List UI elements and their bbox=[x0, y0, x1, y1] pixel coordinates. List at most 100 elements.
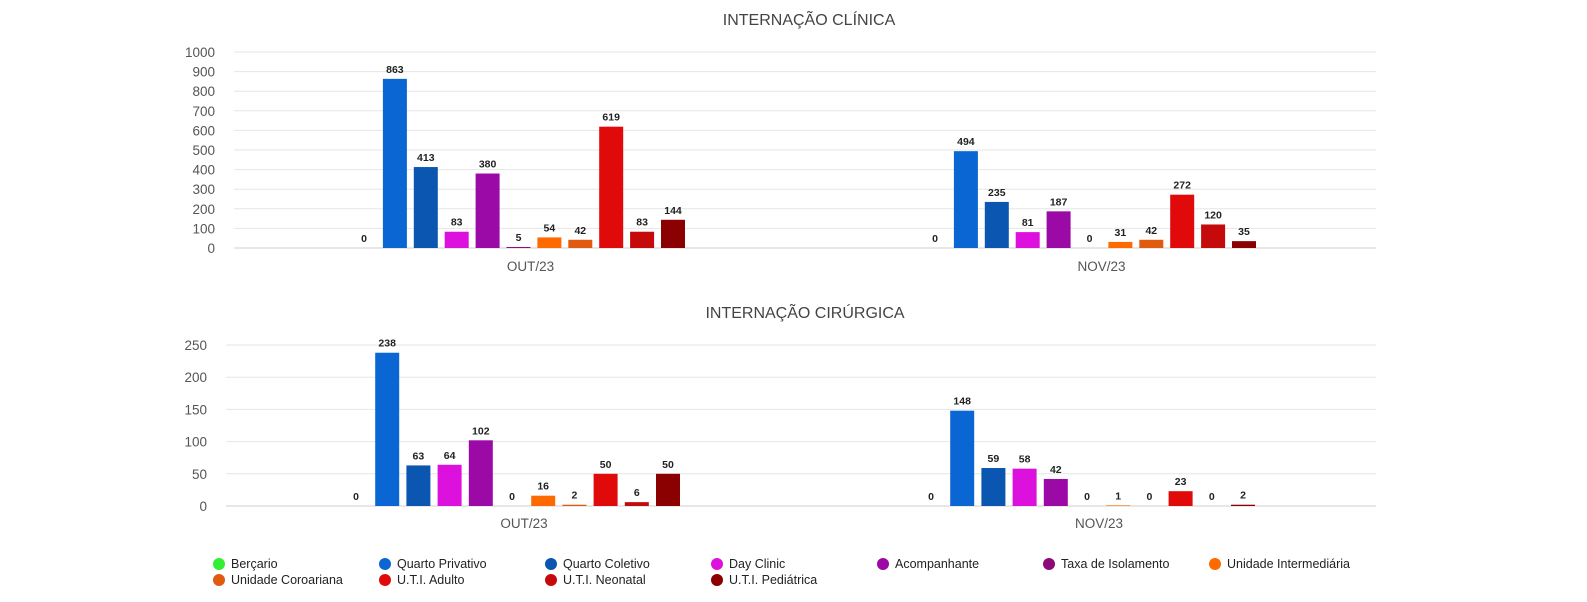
chart2-title: INTERNAÇÃO CIRÚRGICA bbox=[705, 302, 904, 322]
chart2-data-label-nov-23-unidade-intermediaria: 1 bbox=[1115, 490, 1121, 502]
chart1-bar-out-23-quarto-privativo bbox=[382, 78, 407, 249]
chart1-bar-nov-23-u-t-i-pediatrica bbox=[1232, 241, 1256, 248]
chart2-data-label-nov-23-acompanhante: 42 bbox=[1050, 464, 1062, 476]
chart1-data-label-out-23-u-t-i-neonatal: 83 bbox=[636, 217, 648, 229]
chart1-bar-out-23-unidade-intermediaria bbox=[537, 237, 562, 248]
chart1-bar-nov-23-unidade-intermediaria bbox=[1108, 241, 1133, 248]
chart1-bar-out-23-acompanhante bbox=[475, 173, 500, 248]
chart1-y-tick-label: 0 bbox=[207, 241, 215, 256]
legend-label: U.T.I. Adulto bbox=[397, 573, 465, 587]
legend-item-u-t-i-pediatrica[interactable]: U.T.I. Pediátrica bbox=[711, 572, 877, 588]
chart1-bar-out-23-unidade-coroariana bbox=[568, 239, 593, 248]
chart1-data-label-out-23-unidade-intermediaria: 54 bbox=[544, 222, 556, 234]
chart1-y-tick-label: 300 bbox=[192, 182, 215, 197]
chart1-data-label-out-23-quarto-privativo: 863 bbox=[386, 64, 404, 76]
legend-swatch bbox=[1043, 558, 1055, 570]
legend-item-u-t-i-adulto[interactable]: U.T.I. Adulto bbox=[379, 572, 545, 588]
chart2-y-tick-label: 50 bbox=[192, 467, 207, 482]
chart2-bar-out-23-u-t-i-pediatrica bbox=[656, 473, 680, 506]
chart1-y-tick-label: 400 bbox=[192, 163, 215, 178]
chart1-bar-out-23-quarto-coletivo bbox=[413, 167, 438, 248]
chart1-data-label-nov-23-unidade-intermediaria: 31 bbox=[1115, 227, 1127, 239]
legend-item-acompanhante[interactable]: Acompanhante bbox=[877, 556, 1043, 572]
legend-item-day-clinic[interactable]: Day Clinic bbox=[711, 556, 877, 572]
chart1-y-tick-label: 700 bbox=[192, 104, 215, 119]
chart2-data-label-nov-23-u-t-i-neonatal: 0 bbox=[1209, 491, 1215, 503]
chart1-x-tick-label: OUT/23 bbox=[507, 259, 554, 274]
legend-item-quarto-coletivo[interactable]: Quarto Coletivo bbox=[545, 556, 711, 572]
chart1-bar-nov-23-quarto-privativo bbox=[953, 151, 978, 248]
chart2-data-label-out-23-bercario: 0 bbox=[353, 491, 359, 503]
chart1-data-label-out-23-bercario: 0 bbox=[361, 233, 367, 245]
legend-label: Unidade Coroariana bbox=[231, 573, 343, 587]
chart1-data-label-nov-23-taxa-de-isolamento: 0 bbox=[1087, 233, 1093, 245]
legend-label: Quarto Coletivo bbox=[563, 557, 650, 571]
chart1-data-label-out-23-quarto-coletivo: 413 bbox=[417, 152, 435, 164]
chart2-data-label-nov-23-taxa-de-isolamento: 0 bbox=[1084, 491, 1090, 503]
legend-item-unidade-coroariana[interactable]: Unidade Coroariana bbox=[213, 572, 379, 588]
legend-item-bercario[interactable]: Berçario bbox=[213, 556, 379, 572]
legend-label: Acompanhante bbox=[895, 557, 980, 571]
chart1-data-label-nov-23-u-t-i-neonatal: 120 bbox=[1204, 209, 1222, 221]
chart1-title: INTERNAÇÃO CLÍNICA bbox=[723, 9, 896, 29]
chart1-data-label-nov-23-bercario: 0 bbox=[932, 233, 938, 245]
chart2-data-label-out-23-acompanhante: 102 bbox=[472, 425, 490, 437]
legend-swatch bbox=[1209, 558, 1221, 570]
chart1-y-tick-label: 800 bbox=[192, 84, 215, 99]
legend-label: Unidade Intermediária bbox=[1227, 557, 1350, 571]
chart1-bar-out-23-u-t-i-adulto bbox=[599, 126, 624, 248]
chart1-bar-out-23-taxa-de-isolamento bbox=[506, 247, 531, 248]
chart1-bar-nov-23-u-t-i-adulto bbox=[1170, 194, 1195, 248]
chart1-y-tick-label: 100 bbox=[192, 221, 215, 236]
chart1-data-label-nov-23-u-t-i-adulto: 272 bbox=[1173, 180, 1191, 192]
chart1-y-tick-label: 1000 bbox=[185, 45, 215, 60]
chart1-data-label-out-23-unidade-coroariana: 42 bbox=[574, 225, 586, 237]
chart2-bar-out-23-quarto-privativo bbox=[375, 352, 400, 506]
legend-swatch bbox=[711, 574, 723, 586]
chart1-data-label-out-23-day-clinic: 83 bbox=[451, 217, 463, 229]
chart2-data-label-nov-23-quarto-coletivo: 59 bbox=[988, 453, 1000, 465]
legend-item-taxa-de-isolamento[interactable]: Taxa de Isolamento bbox=[1043, 556, 1209, 572]
chart2-y-tick-label: 0 bbox=[199, 499, 207, 514]
chart1-bar-out-23-u-t-i-neonatal bbox=[630, 231, 655, 248]
legend-swatch bbox=[711, 558, 723, 570]
chart1-bar-nov-23-u-t-i-neonatal bbox=[1201, 224, 1226, 248]
chart2-bar-out-23-unidade-coroariana bbox=[562, 504, 587, 506]
chart2-data-label-out-23-u-t-i-neonatal: 6 bbox=[634, 487, 640, 499]
legend-label: Day Clinic bbox=[729, 557, 786, 571]
chart2-y-tick-label: 250 bbox=[184, 338, 207, 353]
legend-swatch bbox=[545, 558, 557, 570]
chart1-data-label-nov-23-quarto-privativo: 494 bbox=[957, 136, 975, 148]
chart2-y-tick-label: 150 bbox=[184, 402, 207, 417]
chart1-data-label-nov-23-quarto-coletivo: 235 bbox=[988, 187, 1006, 199]
chart2-bar-nov-23-u-t-i-adulto bbox=[1168, 491, 1193, 506]
legend-item-quarto-privativo[interactable]: Quarto Privativo bbox=[379, 556, 545, 572]
chart1-y-tick-label: 900 bbox=[192, 65, 215, 80]
legend-swatch bbox=[545, 574, 557, 586]
legend-item-u-t-i-neonatal[interactable]: U.T.I. Neonatal bbox=[545, 572, 711, 588]
chart2-data-label-nov-23-u-t-i-pediatrica: 2 bbox=[1240, 490, 1246, 502]
legend-swatch bbox=[213, 574, 225, 586]
chart2-data-label-out-23-u-t-i-pediatrica: 50 bbox=[662, 459, 674, 471]
legend-label: U.T.I. Neonatal bbox=[563, 573, 646, 587]
chart2-data-label-out-23-quarto-coletivo: 63 bbox=[413, 450, 425, 462]
chart2-x-tick-label: NOV/23 bbox=[1075, 516, 1123, 531]
legend-label: Taxa de Isolamento bbox=[1061, 557, 1170, 571]
chart2-bar-nov-23-unidade-intermediaria bbox=[1106, 505, 1131, 506]
chart2-bar-nov-23-quarto-privativo bbox=[950, 410, 975, 506]
chart2-bar-nov-23-u-t-i-pediatrica bbox=[1231, 504, 1255, 506]
chart1-data-label-out-23-u-t-i-adulto: 619 bbox=[602, 112, 620, 124]
legend-swatch bbox=[379, 574, 391, 586]
chart2-x-tick-label: OUT/23 bbox=[500, 516, 547, 531]
chart2-data-label-nov-23-quarto-privativo: 148 bbox=[953, 396, 971, 408]
chart1-bar-nov-23-acompanhante bbox=[1046, 211, 1071, 248]
chart1-bar-nov-23-day-clinic bbox=[1015, 232, 1040, 248]
chart2-y-tick-label: 200 bbox=[184, 370, 207, 385]
chart2-bar-out-23-unidade-intermediaria bbox=[531, 495, 556, 506]
legend-item-unidade-intermediaria[interactable]: Unidade Intermediária bbox=[1209, 556, 1375, 572]
chart1-data-label-nov-23-u-t-i-pediatrica: 35 bbox=[1238, 226, 1250, 238]
chart1-data-label-nov-23-acompanhante: 187 bbox=[1050, 196, 1068, 208]
chart1-data-label-out-23-acompanhante: 380 bbox=[479, 159, 497, 171]
legend-swatch bbox=[877, 558, 889, 570]
chart2-bar-nov-23-acompanhante bbox=[1043, 478, 1068, 506]
